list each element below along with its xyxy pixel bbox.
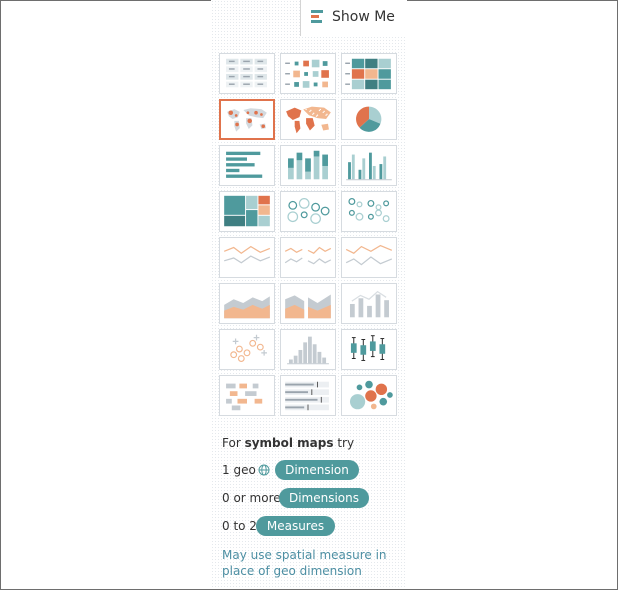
side-by-side-circles-thumb[interactable] (341, 191, 397, 232)
discrete-area-icon (285, 294, 331, 319)
bullet-graph-icon (285, 381, 329, 411)
dual-lines-thumb[interactable] (341, 237, 397, 278)
spatial-note: May use spatial measure in place of geo … (222, 548, 387, 578)
heat-map-icon (285, 59, 329, 88)
tab-label: Show Me (332, 9, 395, 25)
dual-combination-thumb[interactable] (341, 283, 397, 324)
text-table-icon (226, 58, 267, 88)
treemap-icon (224, 195, 270, 227)
heat-map-thumb[interactable] (280, 53, 336, 94)
highlight-table-icon (345, 58, 391, 90)
requirement-label: 1 geo (222, 463, 256, 477)
histogram-icon (287, 336, 329, 365)
packed-bubbles-thumb[interactable] (341, 375, 397, 416)
pie-chart-thumb[interactable] (341, 99, 397, 140)
text-table-thumb[interactable] (219, 53, 275, 94)
discrete-lines-thumb[interactable] (280, 237, 336, 278)
gantt-chart-thumb[interactable] (219, 375, 275, 416)
scatter-plot-icon (230, 334, 267, 362)
dimensions-pill: Dimensions (279, 488, 369, 508)
requirement-label: 0 to 2 (222, 519, 257, 533)
dimension-pill: Dimension (275, 460, 359, 480)
circle-views-icon (287, 198, 330, 225)
side-by-side-bars-thumb[interactable] (341, 145, 397, 186)
hint-chart-name: symbol maps (244, 436, 334, 450)
continuous-area-icon (224, 296, 270, 319)
pie-chart-icon (356, 106, 382, 132)
dual-lines-icon (345, 244, 393, 266)
highlight-table-thumb[interactable] (341, 53, 397, 94)
box-whisker-thumb[interactable] (341, 329, 397, 370)
continuous-lines-thumb[interactable] (219, 237, 275, 278)
box-whisker-icon (350, 335, 386, 361)
filled-map-thumb[interactable] (280, 99, 336, 140)
histogram-thumb[interactable] (280, 329, 336, 370)
requirement-label: 0 or more (222, 491, 281, 505)
dual-combination-icon (349, 290, 389, 318)
discrete-area-thumb[interactable] (280, 283, 336, 324)
filled-map-icon (286, 106, 331, 134)
side-by-side-circles-icon (348, 198, 390, 223)
continuous-area-thumb[interactable] (219, 283, 275, 324)
horizontal-bars-icon (226, 151, 263, 178)
scatter-plot-thumb[interactable] (219, 329, 275, 370)
treemap-thumb[interactable] (219, 191, 275, 232)
symbol-map-thumb[interactable] (219, 99, 275, 140)
side-by-side-bars-icon (346, 152, 392, 181)
tab-show-me[interactable]: Show Me (300, 0, 406, 36)
horizontal-bars-thumb[interactable] (219, 145, 275, 186)
measures-pill: Measures (256, 516, 335, 536)
discrete-lines-icon (284, 246, 332, 265)
hint-prefix: For (222, 436, 241, 450)
continuous-lines-icon (223, 245, 271, 264)
packed-bubbles-icon (349, 380, 393, 410)
hint-title: For symbol maps try (222, 436, 354, 450)
show-me-icon (311, 10, 325, 30)
stacked-bars-icon (288, 150, 328, 180)
circle-views-thumb[interactable] (280, 191, 336, 232)
stacked-bars-thumb[interactable] (280, 145, 336, 186)
globe-icon (258, 464, 270, 479)
gantt-chart-icon (226, 383, 263, 411)
symbol-map-icon (227, 108, 267, 132)
hint-suffix: try (337, 436, 355, 450)
bullet-graph-thumb[interactable] (280, 375, 336, 416)
